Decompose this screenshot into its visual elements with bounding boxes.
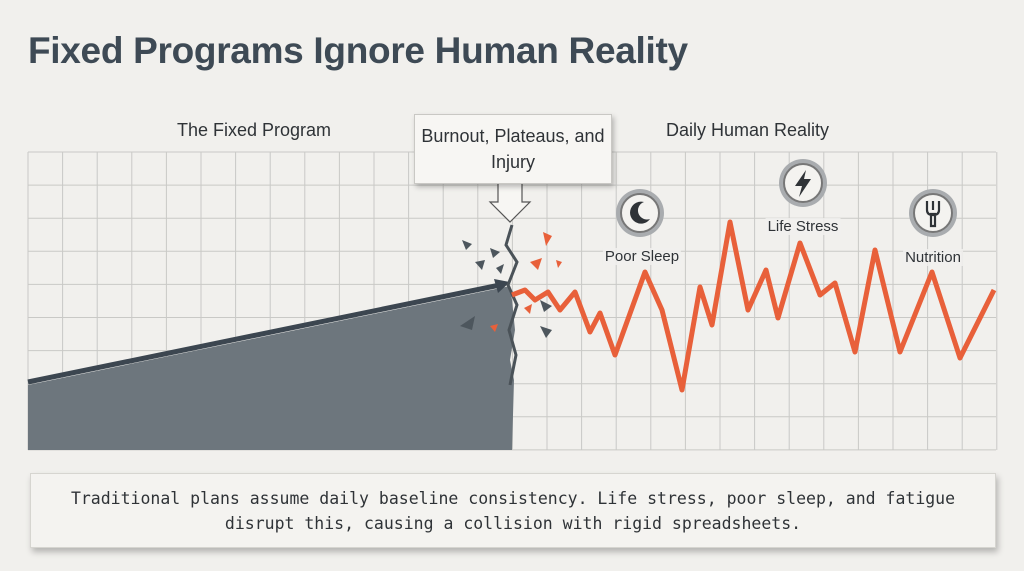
callout-text: Burnout, Plateaus, and Injury	[421, 126, 605, 172]
icon-stress	[779, 159, 827, 207]
shards-orange	[490, 232, 562, 332]
callout: Burnout, Plateaus, and Injury	[414, 114, 612, 184]
title: Fixed Programs Ignore Human Reality	[28, 30, 688, 71]
fixed-area	[28, 286, 515, 450]
section-label: Daily Human Reality	[666, 120, 830, 140]
factor-label: Poor Sleep	[602, 248, 682, 265]
factor-label: Life Stress	[765, 218, 841, 235]
fixed-line	[27, 282, 501, 385]
arrowhead	[494, 279, 510, 293]
callout-arrow	[488, 181, 532, 223]
section-label: The Fixed Program	[177, 120, 332, 140]
caption: Traditional plans assume daily baseline …	[70, 488, 956, 533]
icon-sleep	[616, 189, 664, 237]
icon-nutrition	[909, 189, 957, 237]
caption-box: Traditional plans assume daily baseline …	[30, 473, 996, 548]
shards	[460, 240, 552, 338]
factor-label: Nutrition	[903, 249, 963, 266]
reality-line	[511, 219, 997, 393]
